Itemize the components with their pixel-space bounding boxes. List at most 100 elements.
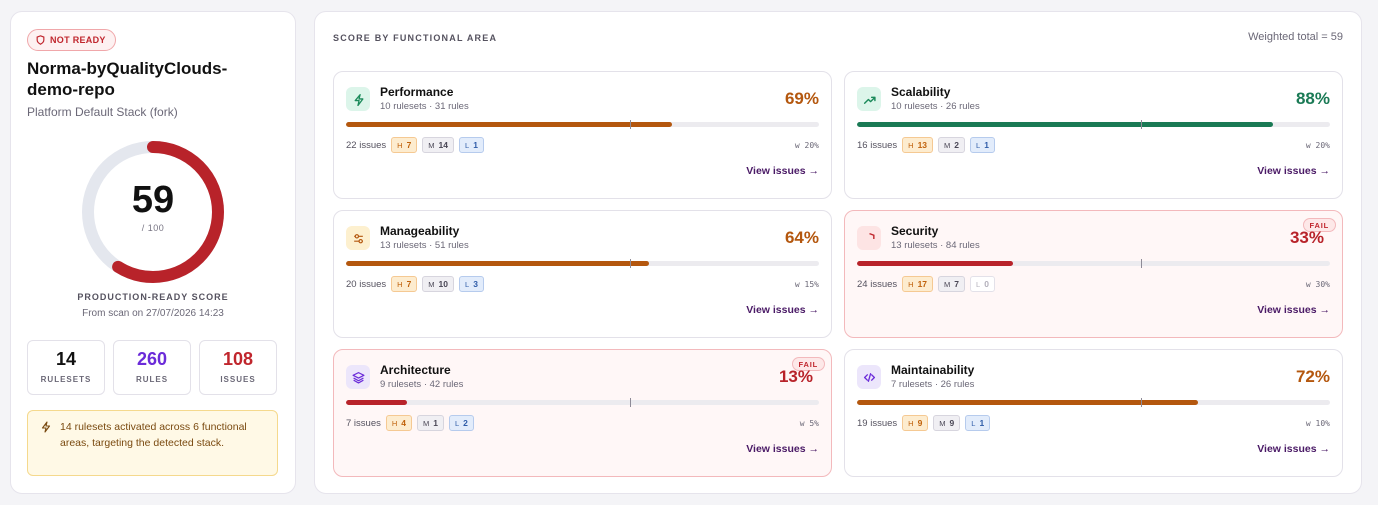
score-progress-fill [346,122,673,127]
area-rules-count: 10 rulesets · 31 rules [380,101,469,112]
view-issues-link[interactable]: View issues → [1257,304,1330,316]
area-weight: w 20% [1305,141,1330,150]
issues-count: 24 issues [857,278,898,290]
section-title: SCORE BY FUNCTIONAL AREA [333,33,498,43]
shield-icon [36,35,45,45]
score-progress-bar [346,400,819,405]
score-denominator: / 100 [141,223,165,233]
stat-label: RULESETS [40,375,92,384]
score-label: PRODUCTION-READY SCORE [77,292,229,302]
area-rules-count: 10 rulesets · 26 rules [891,101,980,112]
high-severity-chip[interactable]: H 13 [902,137,934,153]
summary-panel: NOT READY Norma-byQualityClouds-demo-rep… [10,11,296,494]
view-issues-link[interactable]: View issues → [1257,443,1330,455]
sliders-icon [346,226,370,250]
area-rules-count: 9 rulesets · 42 rules [380,379,464,390]
scan-date: From scan on 27/07/2026 14:23 [82,308,224,319]
view-issues-link[interactable]: View issues → [746,304,819,316]
area-weight: w 20% [794,141,819,150]
score-progress-fill [346,261,649,266]
issues-count: 22 issues [346,139,387,151]
threshold-marker [630,259,631,268]
area-weight: w 10% [1305,419,1330,428]
view-issues-link[interactable]: View issues → [1257,165,1330,177]
issues-count: 7 issues [346,417,381,429]
stack-name: Platform Default Stack (fork) [27,105,178,119]
area-name: Scalability [891,85,951,99]
high-severity-chip[interactable]: H 17 [902,276,934,292]
status-badge-label: NOT READY [50,35,106,45]
area-name: Security [891,224,939,238]
layers-icon [346,365,370,389]
area-score: 13% [778,367,813,386]
score-value: 59 [131,179,175,221]
score-progress-bar [857,261,1330,266]
stat-issues: 108 ISSUES [199,340,277,395]
info-text: 14 rulesets activated across 6 functiona… [60,421,247,449]
area-weight: w 30% [1305,280,1330,289]
area-rules-count: 13 rulesets · 84 rules [891,240,980,251]
stat-label: ISSUES [220,375,256,384]
area-card-security: Security 13 rulesets · 84 rules FAIL 33%… [844,210,1343,338]
area-name: Performance [380,85,454,99]
score-gauge [82,141,224,283]
area-rules-count: 13 rulesets · 51 rules [380,240,469,251]
medium-severity-chip[interactable]: M 14 [422,137,455,153]
threshold-marker [630,398,631,407]
code-icon [857,365,881,389]
stat-label: RULES [135,375,169,384]
area-score: 88% [1295,89,1330,108]
area-score: 64% [784,228,819,247]
area-name: Maintainability [891,363,975,377]
issues-count: 19 issues [857,417,898,429]
area-card-scalability: Scalability 10 rulesets · 26 rules 88% 1… [844,71,1343,199]
area-rules-count: 7 rulesets · 26 rules [891,379,975,390]
medium-severity-chip[interactable]: M 10 [422,276,455,292]
lightning-icon [346,87,370,111]
weighted-total: Weighted total = 59 [1248,31,1343,43]
area-weight: w 5% [799,419,819,428]
lightning-icon [41,421,51,433]
score-progress-fill [346,400,408,405]
area-name: Architecture [380,363,451,377]
area-card-maintainability: Maintainability 7 rulesets · 26 rules 72… [844,349,1343,477]
fail-badge: FAIL [791,357,825,371]
stat-value: 260 [136,349,168,369]
threshold-marker [1141,120,1142,129]
area-name: Manageability [380,224,460,238]
issues-count: 20 issues [346,278,387,290]
view-issues-link[interactable]: View issues → [746,165,819,177]
area-card-manageability: Manageability 13 rulesets · 51 rules 64%… [333,210,832,338]
stat-value: 108 [222,349,254,369]
score-progress-bar [346,122,819,127]
threshold-marker [630,120,631,129]
stat-rulesets: 14 RULESETS [27,340,105,395]
threshold-marker [1141,259,1142,268]
area-weight: w 15% [794,280,819,289]
trend-up-icon [857,87,881,111]
area-card-performance: Performance 10 rulesets · 31 rules 69% 2… [333,71,832,199]
area-card-architecture: Architecture 9 rulesets · 42 rules FAIL … [333,349,832,477]
view-issues-link[interactable]: View issues → [746,443,819,455]
info-notice: 14 rulesets activated across 6 functiona… [27,410,278,476]
threshold-marker [1141,398,1142,407]
